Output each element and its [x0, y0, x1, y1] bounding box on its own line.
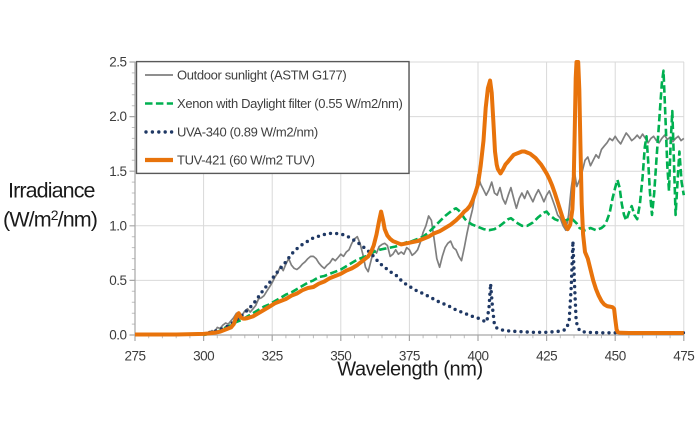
svg-text:275: 275	[124, 349, 145, 364]
svg-text:2.5: 2.5	[109, 55, 126, 70]
svg-text:Wavelength (nm): Wavelength (nm)	[337, 359, 483, 381]
svg-text:0.0: 0.0	[109, 328, 126, 343]
svg-text:0.5: 0.5	[109, 273, 126, 288]
svg-text:425: 425	[536, 349, 557, 364]
svg-text:475: 475	[673, 349, 694, 364]
svg-text:450: 450	[605, 349, 626, 364]
svg-text:Xenon with Daylight filter (0.: Xenon with Daylight filter (0.55 W/m2/nm…	[177, 96, 403, 111]
svg-text:400: 400	[467, 349, 488, 364]
svg-text:Irradiance: Irradiance	[8, 179, 95, 203]
svg-text:2.0: 2.0	[109, 109, 126, 124]
svg-text:Outdoor sunlight (ASTM G177): Outdoor sunlight (ASTM G177)	[177, 67, 346, 82]
svg-text:1.5: 1.5	[109, 164, 126, 179]
svg-text:350: 350	[330, 349, 351, 364]
svg-text:1.0: 1.0	[109, 218, 126, 233]
svg-text:UVA-340 (0.89 W/m2/nm): UVA-340 (0.89 W/m2/nm)	[177, 124, 318, 139]
svg-text:300: 300	[193, 349, 214, 364]
svg-text:TUV-421 (60 W/m2 TUV): TUV-421 (60 W/m2 TUV)	[177, 152, 315, 167]
svg-text:375: 375	[399, 349, 420, 364]
svg-text:325: 325	[262, 349, 283, 364]
svg-text:(W/m2/nm): (W/m2/nm)	[3, 207, 97, 232]
